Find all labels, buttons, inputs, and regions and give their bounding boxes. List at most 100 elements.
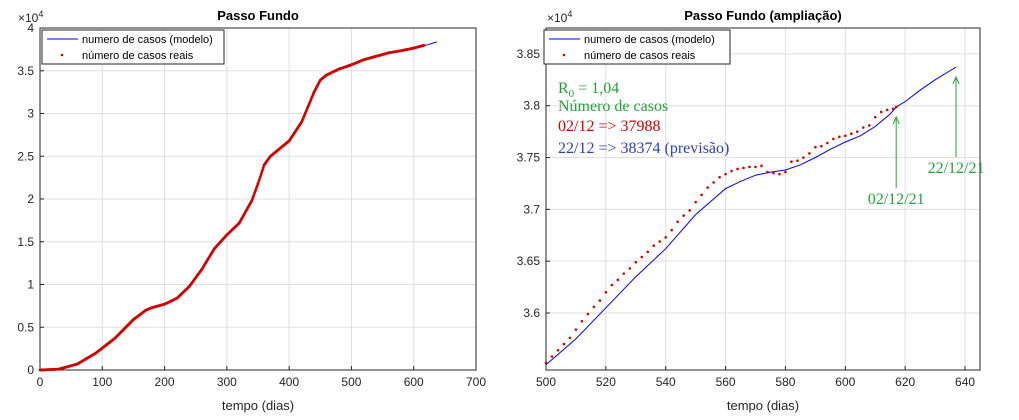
real-data-point xyxy=(610,283,614,287)
real-data-point xyxy=(838,135,841,139)
real-data-point xyxy=(802,156,805,159)
real-data-point xyxy=(849,132,853,136)
real-data-point xyxy=(568,336,572,340)
real-data-point xyxy=(580,319,584,323)
y-tick-label: 3.6 xyxy=(523,306,540,320)
real-data-point xyxy=(730,169,733,173)
real-data-point xyxy=(894,105,898,109)
right-plot-area xyxy=(545,27,981,371)
y-tick-label: 3.8 xyxy=(523,99,540,113)
x-tick-label: 600 xyxy=(404,375,424,389)
x-tick-label: 500 xyxy=(341,375,361,389)
real-data-point xyxy=(706,186,709,189)
real-data-point xyxy=(688,209,691,212)
legend-real-label: número de casos reais xyxy=(584,50,696,62)
left-x-axis-label: tempo (dias) xyxy=(222,398,294,413)
y-tick-label: 3.7 xyxy=(523,202,540,216)
real-data-point xyxy=(861,126,865,129)
real-data-point xyxy=(718,175,721,179)
real-data-point xyxy=(640,255,644,259)
real-data-point xyxy=(562,342,566,346)
annotation-cases-header: Número de casos xyxy=(558,98,668,115)
real-data-point xyxy=(682,214,685,217)
real-data-point xyxy=(694,200,697,204)
real-data-point xyxy=(826,141,829,145)
y-tick-label: 3.75 xyxy=(517,151,541,165)
real-data-point xyxy=(855,130,859,133)
x-tick-label: 520 xyxy=(596,375,616,389)
real-data-point xyxy=(760,164,763,168)
real-data-point xyxy=(748,165,751,169)
real-data-point xyxy=(778,172,781,176)
real-data-point xyxy=(586,312,590,316)
x-tick-label: 400 xyxy=(279,375,299,389)
x-tick-label: 620 xyxy=(895,375,915,389)
legend-real-marker xyxy=(562,53,566,57)
y-tick-label: 0 xyxy=(27,363,34,377)
legend-real-label: número de casos reais xyxy=(82,50,194,62)
real-data-point xyxy=(820,144,823,148)
real-data-point xyxy=(879,110,883,114)
arrow-22-12-label: 22/12/21 xyxy=(928,160,985,177)
real-data-point xyxy=(832,137,835,141)
real-data-point xyxy=(814,145,817,149)
legend-model-label: numero de casos (modelo) xyxy=(82,34,213,46)
real-data-point xyxy=(422,43,426,47)
real-data-point xyxy=(700,193,703,197)
y-tick-label: 2.5 xyxy=(17,149,34,163)
left-y-multiplier: ×104 xyxy=(18,9,43,25)
real-data-point xyxy=(724,172,727,176)
real-data-point xyxy=(258,175,262,179)
real-data-point xyxy=(873,115,877,119)
real-data-point xyxy=(616,278,620,282)
annotation-real-value: 02/12 => 37988 xyxy=(558,118,661,135)
real-data-point xyxy=(766,170,769,174)
right-y-multiplier: ×104 xyxy=(547,9,572,25)
y-tick-label: 2 xyxy=(27,192,34,206)
right-chart-title: Passo Fundo (ampliação) xyxy=(684,8,841,23)
x-tick-label: 200 xyxy=(155,375,175,389)
real-data-point xyxy=(658,240,662,243)
y-tick-label: 1.5 xyxy=(17,235,34,249)
x-tick-label: 600 xyxy=(835,375,855,389)
real-data-point xyxy=(257,179,261,183)
y-tick-label: 3.65 xyxy=(517,254,541,268)
y-tick-label: 3 xyxy=(27,107,34,121)
real-data-point xyxy=(598,299,602,302)
real-data-point xyxy=(784,170,787,174)
model-series-line xyxy=(39,41,437,371)
real-data-point xyxy=(885,108,889,112)
annotation-r0: R0 = 1,04 xyxy=(558,80,619,100)
real-data-point xyxy=(544,361,548,365)
x-tick-label: 540 xyxy=(656,375,676,389)
real-data-point xyxy=(622,272,626,275)
real-data-point xyxy=(844,134,847,138)
y-tick-label: 0.5 xyxy=(17,320,34,334)
real-data-point xyxy=(754,165,757,169)
real-data-point xyxy=(796,159,799,162)
x-tick-label: 100 xyxy=(92,375,112,389)
left-legend: numero de casos (modelo) número de casos… xyxy=(41,29,225,65)
x-tick-label: 0 xyxy=(37,375,44,389)
real-data-point xyxy=(550,355,554,358)
real-data-point xyxy=(808,152,811,155)
real-data-point xyxy=(634,260,638,264)
real-data-point xyxy=(790,160,793,163)
annotation-forecast-value: 22/12 => 38374 (previsão) xyxy=(558,140,729,157)
real-data-point xyxy=(867,124,871,127)
real-data-point xyxy=(736,167,739,171)
arrow-02-12-head xyxy=(892,115,900,125)
real-data-point xyxy=(261,168,264,172)
left-chart-title: Passo Fundo xyxy=(217,8,299,23)
arrow-02-12-label: 02/12/21 xyxy=(868,191,925,208)
legend-model-label: numero de casos (modelo) xyxy=(584,34,715,46)
y-tick-label: 1 xyxy=(27,278,34,292)
y-tick-label: 3.85 xyxy=(517,47,541,61)
real-data-point xyxy=(628,267,632,270)
x-tick-label: 300 xyxy=(217,375,237,389)
real-data-point xyxy=(676,220,679,224)
x-tick-label: 640 xyxy=(955,375,975,389)
x-tick-label: 700 xyxy=(466,375,486,389)
left-chart: 0 100 200 300 400 500 600 70000.511.522.533.54 … xyxy=(17,8,486,413)
